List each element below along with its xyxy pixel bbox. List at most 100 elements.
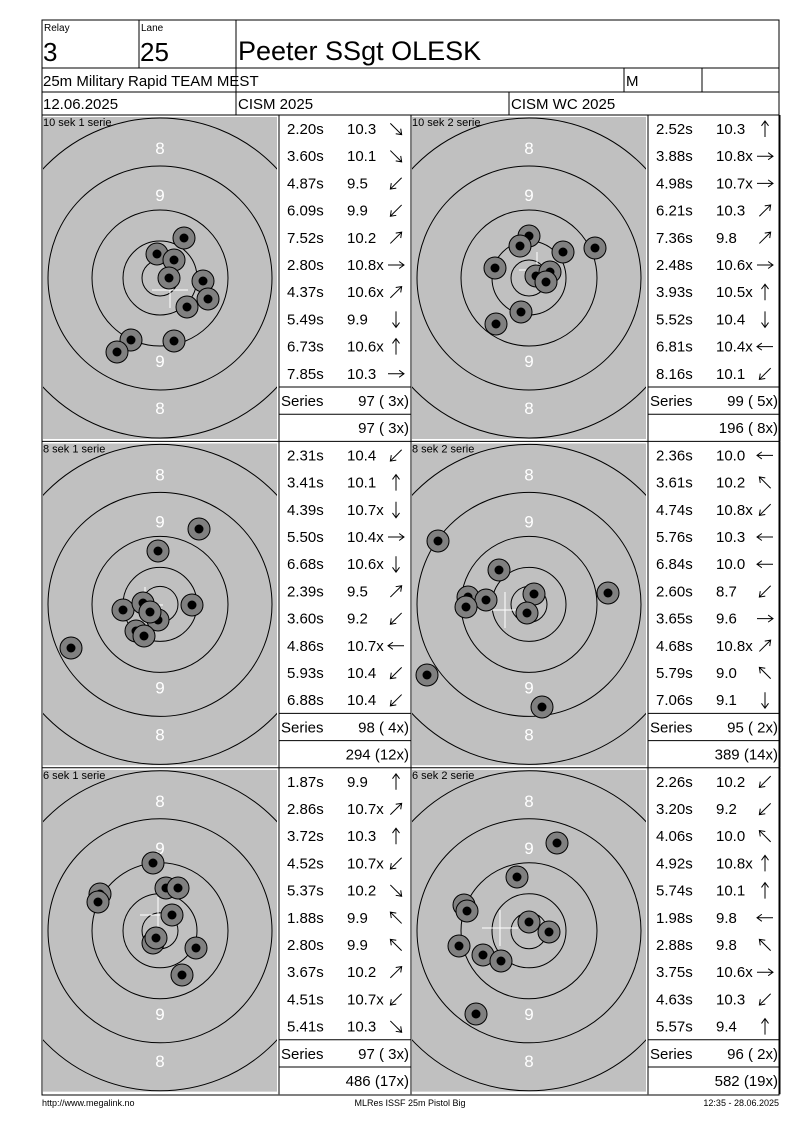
shot-center <box>496 956 506 966</box>
shot-center <box>203 294 213 304</box>
ring <box>412 770 646 1092</box>
ring-label: 9 <box>155 1005 164 1024</box>
direction-arrow <box>758 476 772 489</box>
match: CISM WC 2025 <box>511 96 615 113</box>
direction-arrow <box>758 204 772 217</box>
shot-center <box>552 838 562 848</box>
gender: M <box>626 73 639 90</box>
direction-arrow <box>761 692 769 710</box>
shot-center <box>145 607 155 617</box>
shot-center <box>461 602 471 612</box>
shot-center <box>164 273 174 283</box>
shot-center <box>494 565 504 575</box>
target: 8 9 9 8 <box>43 769 277 1092</box>
ring-label: 8 <box>155 139 164 158</box>
ring-label: 8 <box>524 725 533 744</box>
direction-arrow <box>389 231 403 244</box>
footer-timestamp: 12:35 - 28.06.2025 <box>703 1098 779 1108</box>
direction-arrow <box>389 612 403 625</box>
ring-label: 8 <box>524 1052 533 1071</box>
series-block: 8 9 9 8 6 sek 1 serie 1.87s 9.9 2.86s 10.7x 3.72s… <box>43 767 412 1095</box>
series-total: 97 ( 3x) <box>358 393 409 410</box>
shot-score: 10.1 <box>347 148 376 165</box>
direction-arrow <box>758 938 772 952</box>
shot-score: 9.9 <box>347 203 368 220</box>
shot-score: 10.3 <box>347 1019 376 1036</box>
direction-arrow <box>756 451 773 460</box>
shot-center <box>179 233 189 243</box>
direction-arrow <box>758 639 772 652</box>
shot-time: 2.80s <box>287 937 324 954</box>
direction-arrow <box>392 337 400 355</box>
running-total: 486 (17x) <box>346 1073 409 1090</box>
series-grid: 8 9 9 8 10 sek 1 serie 2.20s 10.3 3.60s 10.1 4.87… <box>42 115 781 1095</box>
direction-arrow <box>761 1017 769 1035</box>
shot-score: 9.6 <box>716 611 737 628</box>
ring <box>91 535 229 673</box>
shot-center <box>194 524 204 534</box>
shot-time: 3.65s <box>656 611 693 628</box>
shot-time: 3.60s <box>287 148 324 165</box>
ring-label: 8 <box>524 465 533 484</box>
ring <box>91 209 229 347</box>
ring <box>412 443 646 765</box>
ring-label: 8 <box>524 139 533 158</box>
series-label: Series <box>650 393 693 410</box>
ring <box>47 491 273 717</box>
shot-time: 8.16s <box>656 366 693 383</box>
footer-software: MLRes ISSF 25m Pistol Big <box>354 1098 465 1108</box>
direction-arrow <box>758 666 772 680</box>
shot-time: 6.88s <box>287 692 324 709</box>
direction-arrow <box>758 829 772 843</box>
direction-arrow <box>389 150 403 163</box>
running-total: 294 (12x) <box>346 747 409 764</box>
shot-score: 10.3 <box>716 529 745 546</box>
shot-time: 2.52s <box>656 121 693 138</box>
direction-arrow <box>389 857 403 870</box>
shot-center <box>126 335 136 345</box>
shot-time: 5.93s <box>287 665 324 682</box>
shot-center <box>481 595 491 605</box>
series-label: Series <box>281 719 324 736</box>
footer-url: http://www.megalink.no <box>42 1098 135 1108</box>
direction-arrow <box>392 827 400 845</box>
event: 25m Military Rapid TEAM MEST <box>43 73 259 90</box>
running-total: 582 (19x) <box>715 1073 778 1090</box>
ring-label: 9 <box>155 839 164 858</box>
shot-center <box>167 910 177 920</box>
direction-arrow <box>389 177 403 190</box>
ring-label: 9 <box>155 512 164 531</box>
series-total: 99 ( 5x) <box>727 393 778 410</box>
ring-label: 9 <box>524 1005 533 1024</box>
shot-score: 10.7x <box>347 502 384 519</box>
shot-time: 3.41s <box>287 475 324 492</box>
shot-center <box>522 608 532 618</box>
shot-time: 4.86s <box>287 638 324 655</box>
shot-time: 5.74s <box>656 883 693 900</box>
shot-score: 9.0 <box>716 665 737 682</box>
direction-arrow <box>761 120 769 137</box>
shot-score: 10.8x <box>716 638 753 655</box>
direction-arrow <box>392 501 400 519</box>
shot-time: 4.74s <box>656 502 693 519</box>
running-total: 196 ( 8x) <box>719 420 778 437</box>
target-face <box>43 443 277 766</box>
shot-center <box>603 588 613 598</box>
direction-arrow <box>389 585 403 598</box>
shot-score: 10.0 <box>716 447 745 464</box>
direction-arrow <box>388 533 405 541</box>
target: 8 9 9 8 <box>412 769 646 1092</box>
ring <box>43 443 277 765</box>
shot-score: 10.4 <box>347 692 376 709</box>
shot-score: 10.6x <box>716 964 753 981</box>
shot-center <box>118 605 128 615</box>
shot-time: 2.48s <box>656 257 693 274</box>
shot-time: 3.72s <box>287 828 324 845</box>
shot-score: 10.8x <box>716 148 753 165</box>
shot-center <box>177 970 187 980</box>
series-block: 8 9 9 8 8 sek 2 serie 2.36s 10.0 3.61s 10.2 4.74s… <box>411 441 781 769</box>
shot-score: 10.3 <box>716 991 745 1008</box>
series-total: 97 ( 3x) <box>358 1046 409 1063</box>
shot-center <box>173 883 183 893</box>
